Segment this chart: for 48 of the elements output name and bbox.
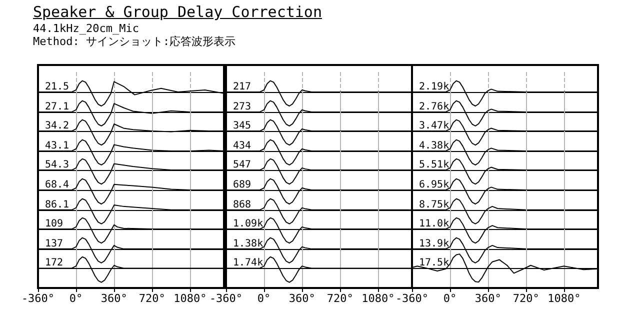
x-tick-label: -360° xyxy=(209,292,243,306)
chart-title: 689 xyxy=(233,180,252,190)
chart-title: 4.38k xyxy=(419,140,450,152)
chart-title: 68.4 xyxy=(45,180,70,190)
x-tick-label: 0° xyxy=(69,292,83,306)
chart-title: 3.47k xyxy=(419,120,450,132)
chart-title: 17.5k xyxy=(419,258,450,269)
x-tick-label: -360° xyxy=(21,292,55,306)
x-tick-label: 1080° xyxy=(174,292,207,306)
x-tick-label: -360° xyxy=(395,292,429,306)
chart-title: 172 xyxy=(45,258,64,269)
chart-title: 8.75k xyxy=(419,199,450,210)
chart-title: 54.3 xyxy=(45,160,70,171)
chart-title: 345 xyxy=(233,120,252,132)
chart-title: 2.19k xyxy=(419,82,450,92)
x-tick-label: 720° xyxy=(138,292,166,306)
x-tick-label: 720° xyxy=(512,292,540,306)
chart-title: 434 xyxy=(233,140,252,152)
x-tick-label: 1080° xyxy=(548,292,581,306)
chart-title: 217 xyxy=(233,82,252,92)
chart-title: 1.38k xyxy=(233,238,264,250)
chart-title: 5.51k xyxy=(419,160,450,171)
chart-title: 27.1 xyxy=(45,101,70,112)
chart-title: 109 xyxy=(45,218,64,230)
x-tick-label: 360° xyxy=(474,292,502,306)
chart-title: 43.1 xyxy=(45,140,70,152)
x-tick-label: 360° xyxy=(288,292,316,306)
chart-title: 86.1 xyxy=(45,199,70,210)
chart-title: 273 xyxy=(233,101,252,112)
chart-title: 1.09k xyxy=(233,218,264,230)
chart-title: 2.76k xyxy=(419,101,450,112)
x-tick-label: 0° xyxy=(257,292,271,306)
chart-title: 11.0k xyxy=(419,218,450,230)
chart-title: 547 xyxy=(233,160,252,171)
chart-title: 868 xyxy=(233,199,252,210)
chart-title: 1.74k xyxy=(233,258,264,269)
text: Speaker & Group Delay Correction xyxy=(33,3,322,22)
text: 44.1kHz_20cm_Mic xyxy=(33,22,140,35)
x-tick-label: 360° xyxy=(100,292,128,306)
x-tick-label: 720° xyxy=(326,292,354,306)
chart-title: 13.9k xyxy=(419,238,450,250)
chart-title: 21.5 xyxy=(45,82,70,92)
text: Method: サインショット:応答波形表示 xyxy=(33,35,237,48)
x-tick-label: 1080° xyxy=(362,292,395,306)
chart-title: 6.95k xyxy=(419,180,450,190)
x-tick-label: 0° xyxy=(443,292,457,306)
chart-title: 34.2 xyxy=(45,120,70,132)
chart-title: 137 xyxy=(45,238,64,250)
